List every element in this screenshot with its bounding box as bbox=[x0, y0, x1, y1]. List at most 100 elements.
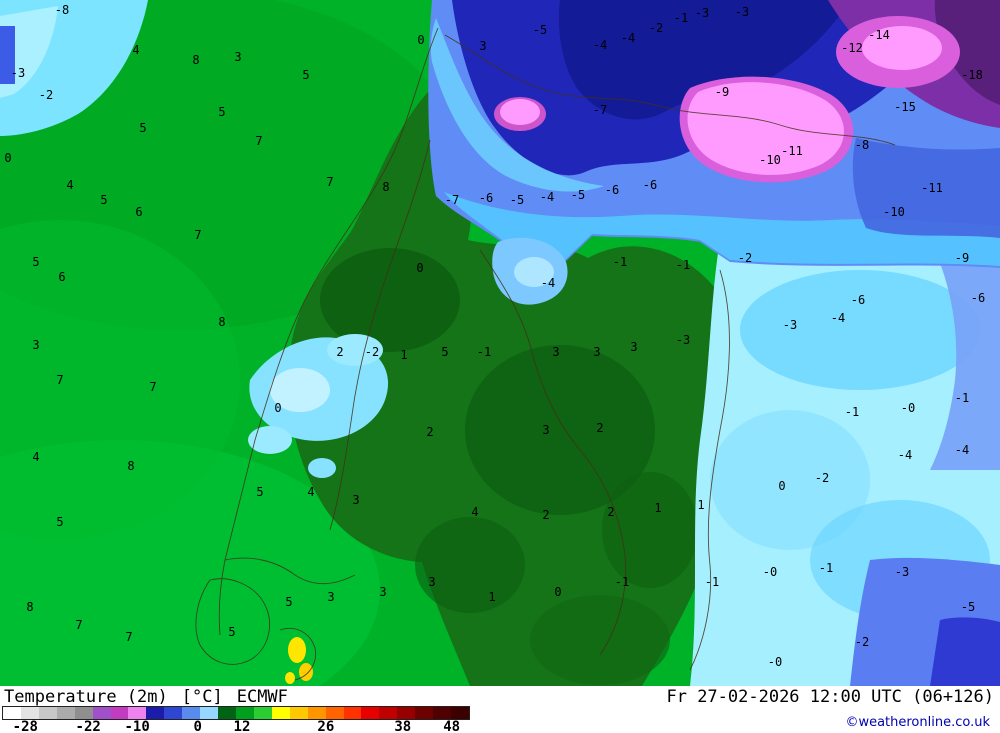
temperature-label: -9 bbox=[714, 85, 730, 99]
temperature-label: -6 bbox=[850, 293, 866, 307]
temperature-label: 5 bbox=[285, 595, 293, 609]
temperature-label: -4 bbox=[897, 448, 913, 462]
temperature-label: 7 bbox=[75, 618, 83, 632]
temperature-label: 5 bbox=[100, 193, 108, 207]
copyright-watermark: ©weatheronline.co.uk bbox=[845, 715, 990, 730]
temperature-label: -3 bbox=[782, 318, 798, 332]
temperature-label: 7 bbox=[194, 228, 202, 242]
temperature-label: 2 bbox=[596, 421, 604, 435]
temperature-label: 3 bbox=[327, 590, 335, 604]
temperature-label: 8 bbox=[192, 53, 200, 67]
temperature-label: -11 bbox=[921, 181, 943, 195]
scale-color-block bbox=[3, 707, 21, 719]
temperature-label: 5 bbox=[256, 485, 264, 499]
temperature-label: -15 bbox=[894, 100, 916, 114]
scale-color-block bbox=[128, 707, 147, 719]
temperature-map: -8 -3 -2 0 4 8 3 5 5 5 4 5 6 7 7 7 8 5 6 3 7 7 8 4 8 5 8 7 7 0 3 -5 -4 -4… bbox=[0, 0, 1000, 686]
temperature-label: -1 bbox=[954, 391, 970, 405]
scale-color-block bbox=[20, 707, 39, 719]
scale-color-block bbox=[200, 707, 219, 719]
temperature-label: 5 bbox=[218, 105, 226, 119]
scale-color-block bbox=[379, 707, 398, 719]
scale-color-block bbox=[92, 707, 111, 719]
scale-color-block bbox=[56, 707, 75, 719]
valid-datetime: Fr 27-02-2026 12:00 UTC (06+126) bbox=[666, 687, 994, 707]
temperature-label: -2 bbox=[854, 635, 870, 649]
temperature-label: -2 bbox=[737, 251, 753, 265]
scale-color-block bbox=[218, 707, 236, 719]
temperature-label: -9 bbox=[954, 251, 970, 265]
temperature-label: 4 bbox=[307, 485, 315, 499]
temperature-label: 8 bbox=[127, 459, 135, 473]
temperature-label: 4 bbox=[132, 43, 140, 57]
scale-tick-label: 12 bbox=[233, 719, 251, 733]
scale-tick-label: -28 bbox=[12, 719, 38, 733]
temperature-label: 0 bbox=[417, 33, 425, 47]
temperature-label: 3 bbox=[352, 493, 360, 507]
temperature-label: -2 bbox=[814, 471, 830, 485]
temperature-label: 0 bbox=[416, 261, 424, 275]
temperature-label: -6 bbox=[642, 178, 658, 192]
temperature-label: 1 bbox=[654, 501, 662, 515]
temperature-label: 4 bbox=[471, 505, 479, 519]
temperature-label: -8 bbox=[854, 138, 870, 152]
temperature-label: -3 bbox=[894, 565, 910, 579]
map-title: Temperature (2m) [°C] ECMWF bbox=[4, 687, 302, 707]
temperature-label: -4 bbox=[592, 38, 608, 52]
temperature-label: 2 bbox=[607, 505, 615, 519]
temperature-label: 7 bbox=[56, 373, 64, 387]
temperature-label: 5 bbox=[32, 255, 40, 269]
temperature-label: -6 bbox=[604, 183, 620, 197]
temperature-label: 3 bbox=[630, 340, 638, 354]
unit-text: [°C] bbox=[181, 687, 223, 707]
temperature-label: -1 bbox=[704, 575, 720, 589]
temperature-label: 5 bbox=[228, 625, 236, 639]
scale-tick-label: 38 bbox=[394, 719, 412, 733]
scale-color-block bbox=[397, 707, 416, 719]
scale-color-block bbox=[415, 707, 434, 719]
temperature-label: 2 bbox=[542, 508, 550, 522]
scale-color-block bbox=[110, 707, 129, 719]
temperature-label: -1 bbox=[476, 345, 492, 359]
temperature-label: -0 bbox=[900, 401, 916, 415]
temperature-label: -3 bbox=[734, 5, 750, 19]
temperature-label: -1 bbox=[612, 255, 628, 269]
scale-ticks: -28 -22 -10 0 12 26 38 48 bbox=[2, 719, 468, 733]
temperature-label: -5 bbox=[960, 600, 976, 614]
temperature-label: -1 bbox=[675, 258, 691, 272]
temperature-label: 7 bbox=[326, 175, 334, 189]
temperature-label: 5 bbox=[56, 515, 64, 529]
temperature-label: 5 bbox=[302, 68, 310, 82]
scale-color-block bbox=[38, 707, 57, 719]
temperature-label: -1 bbox=[673, 11, 689, 25]
temperature-label: -4 bbox=[539, 190, 555, 204]
scale-color-block bbox=[307, 707, 326, 719]
temperature-label: -7 bbox=[444, 193, 460, 207]
scale-color-block bbox=[433, 707, 452, 719]
temperature-label: -2 bbox=[38, 88, 54, 102]
temperature-label: 1 bbox=[400, 348, 408, 362]
scale-tick-label: -10 bbox=[124, 719, 150, 733]
scale-color-block bbox=[253, 707, 272, 719]
temperature-label: -5 bbox=[570, 188, 586, 202]
temperature-label: -11 bbox=[781, 144, 803, 158]
scale-tick-label: 0 bbox=[193, 719, 202, 733]
temperature-label: -4 bbox=[540, 276, 556, 290]
temperature-label: -7 bbox=[592, 103, 608, 117]
temperature-label: 1 bbox=[697, 498, 705, 512]
temperature-field-image bbox=[0, 0, 1000, 686]
temperature-label: -4 bbox=[620, 31, 636, 45]
temperature-label: -3 bbox=[694, 6, 710, 20]
temperature-label: -1 bbox=[844, 405, 860, 419]
scale-color-block bbox=[235, 707, 254, 719]
temperature-label: 6 bbox=[58, 270, 66, 284]
temperature-label: 0 bbox=[778, 479, 786, 493]
temperature-label: 7 bbox=[255, 134, 263, 148]
temperature-label: 8 bbox=[26, 600, 34, 614]
map-labels: -8 -3 -2 0 4 8 3 5 5 5 4 5 6 7 7 7 8 5 6 3 7 7 8 4 8 5 8 7 7 0 3 -5 -4 -4… bbox=[4, 3, 986, 669]
temperature-label: 2 bbox=[426, 425, 434, 439]
temperature-label: 1 bbox=[488, 590, 496, 604]
temperature-label: -6 bbox=[970, 291, 986, 305]
footer-bar: Temperature (2m) [°C] ECMWF Fr 27-02-2026 … bbox=[0, 686, 1000, 733]
